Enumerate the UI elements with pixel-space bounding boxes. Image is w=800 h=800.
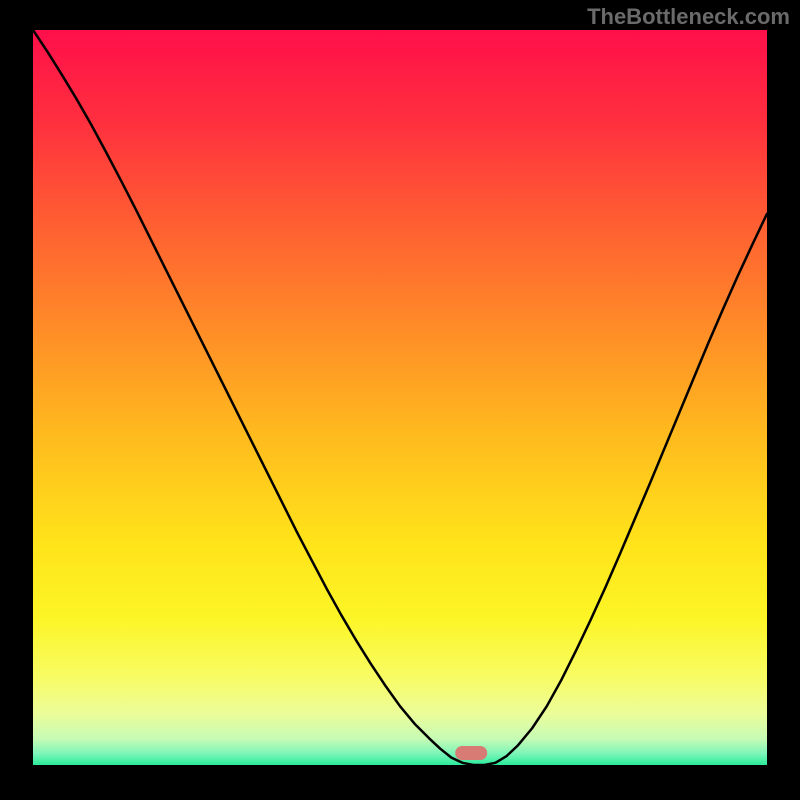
watermark-text: TheBottleneck.com bbox=[587, 4, 790, 30]
chart-svg bbox=[0, 0, 800, 800]
bottleneck-chart: TheBottleneck.com bbox=[0, 0, 800, 800]
